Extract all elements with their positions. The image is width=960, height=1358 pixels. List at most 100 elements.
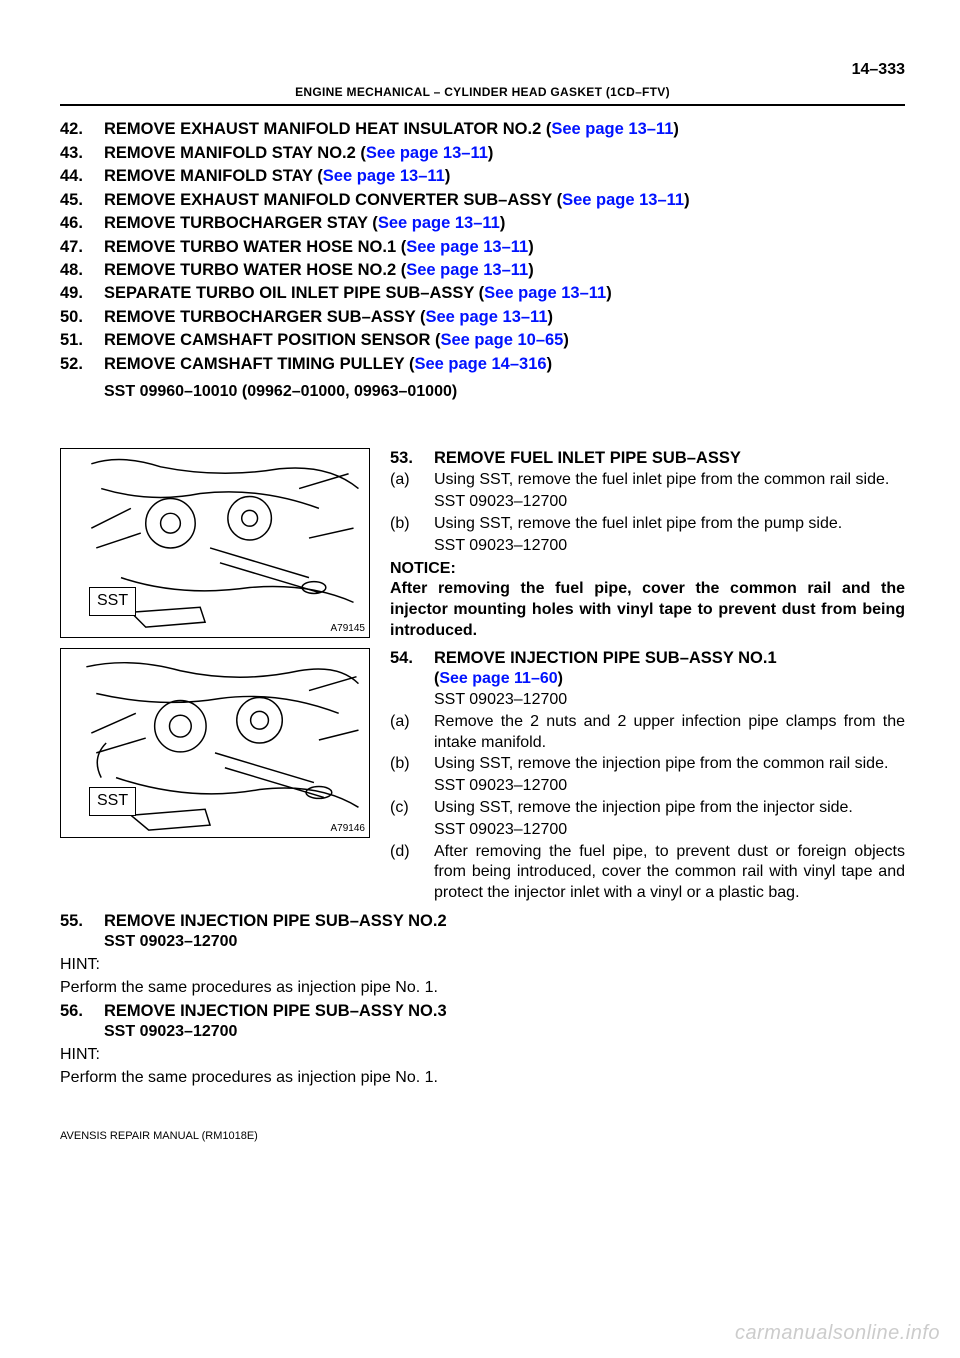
list-item: 47.REMOVE TURBO WATER HOSE NO.1 (See pag…	[60, 236, 905, 259]
substep-body: Using SST, remove the injection pipe fro…	[434, 798, 905, 819]
substep-label: (c)	[390, 798, 434, 819]
page-link[interactable]: See page 13–11	[484, 284, 606, 302]
sst-line: SST 09023–12700	[390, 492, 905, 513]
item-text: REMOVE TURBOCHARGER SUB–ASSY (See page 1…	[104, 307, 905, 328]
page-link[interactable]: See page 13–11	[551, 120, 673, 138]
footer-text: AVENSIS REPAIR MANUAL (RM1018E)	[60, 1129, 905, 1143]
procedure-title: REMOVE FUEL INLET PIPE SUB–ASSY	[434, 448, 905, 469]
item-number: 47.	[60, 237, 104, 258]
item-text: REMOVE TURBOCHARGER STAY (See page 13–11…	[104, 213, 905, 234]
procedure-heading: 54. REMOVE INJECTION PIPE SUB–ASSY NO.1	[390, 648, 905, 669]
notice-title: NOTICE:	[390, 559, 905, 580]
sst-line: SST 09023–12700	[60, 1022, 905, 1043]
item-text: REMOVE CAMSHAFT TIMING PULLEY (See page …	[104, 354, 905, 375]
procedure-number: 55.	[60, 911, 104, 932]
substep-label: (b)	[390, 754, 434, 775]
procedure-heading: 55. REMOVE INJECTION PIPE SUB–ASSY NO.2	[60, 911, 905, 932]
list-item: 46.REMOVE TURBOCHARGER STAY (See page 13…	[60, 212, 905, 235]
item-text: REMOVE TURBO WATER HOSE NO.1 (See page 1…	[104, 237, 905, 258]
header-divider	[60, 104, 905, 106]
substep-label: (d)	[390, 842, 434, 904]
substep-body: Using SST, remove the injection pipe fro…	[434, 754, 905, 775]
list-item: 42.REMOVE EXHAUST MANIFOLD HEAT INSULATO…	[60, 118, 905, 141]
item-text: SEPARATE TURBO OIL INLET PIPE SUB–ASSY (…	[104, 283, 905, 304]
procedure-substep: (b) Using SST, remove the injection pipe…	[390, 754, 905, 775]
list-item: 49.SEPARATE TURBO OIL INLET PIPE SUB–ASS…	[60, 282, 905, 305]
watermark: carmanualsonline.info	[735, 1320, 940, 1346]
list-item: 50.REMOVE TURBOCHARGER SUB–ASSY (See pag…	[60, 306, 905, 329]
page-link[interactable]: See page 13–11	[562, 191, 684, 209]
bottom-procedures: 55. REMOVE INJECTION PIPE SUB–ASSY NO.2 …	[60, 911, 905, 1089]
substep-label: (a)	[390, 712, 434, 754]
paren-close: )	[558, 670, 563, 687]
figure-2: SST A79146	[60, 648, 370, 838]
item-text: REMOVE TURBO WATER HOSE NO.2 (See page 1…	[104, 260, 905, 281]
list-item: 51.REMOVE CAMSHAFT POSITION SENSOR (See …	[60, 329, 905, 352]
sst-callout-label: SST	[89, 587, 136, 616]
procedure-title: REMOVE INJECTION PIPE SUB–ASSY NO.3	[104, 1001, 905, 1022]
header-title: ENGINE MECHANICAL – CYLINDER HEAD GASKET…	[60, 85, 905, 105]
figure-code: A79145	[331, 622, 365, 635]
item-text: REMOVE EXHAUST MANIFOLD CONVERTER SUB–AS…	[104, 190, 905, 211]
page-link[interactable]: See page 13–11	[323, 167, 445, 185]
notice-body: After removing the fuel pipe, cover the …	[390, 579, 905, 641]
top-procedure-list: 42.REMOVE EXHAUST MANIFOLD HEAT INSULATO…	[60, 118, 905, 376]
procedure-heading: 53. REMOVE FUEL INLET PIPE SUB–ASSY	[390, 448, 905, 469]
substep-body: Remove the 2 nuts and 2 upper infection …	[434, 712, 905, 754]
item-text: REMOVE MANIFOLD STAY NO.2 (See page 13–1…	[104, 143, 905, 164]
hint-text: Perform the same procedures as injection…	[60, 978, 905, 999]
item-text: REMOVE MANIFOLD STAY (See page 13–11)	[104, 166, 905, 187]
figure-1: SST A79145	[60, 448, 370, 638]
procedure-substep: (d) After removing the fuel pipe, to pre…	[390, 842, 905, 904]
figure-column: SST A79145 SS	[60, 448, 370, 905]
sst-line: SST 09023–12700	[60, 932, 905, 953]
substep-label: (b)	[390, 514, 434, 535]
sst-line: SST 09023–12700	[390, 536, 905, 557]
procedure-substep: (a) Using SST, remove the fuel inlet pip…	[390, 470, 905, 491]
list-item: 48.REMOVE TURBO WATER HOSE NO.2 (See pag…	[60, 259, 905, 282]
procedure-substep: (a) Remove the 2 nuts and 2 upper infect…	[390, 712, 905, 754]
item-text: REMOVE EXHAUST MANIFOLD HEAT INSULATOR N…	[104, 119, 905, 140]
page-link[interactable]: See page 13–11	[406, 238, 528, 256]
procedure-substep: (b) Using SST, remove the fuel inlet pip…	[390, 514, 905, 535]
item-number: 50.	[60, 307, 104, 328]
page-link[interactable]: See page 13–11	[406, 261, 528, 279]
item-number: 51.	[60, 330, 104, 351]
sst-callout-label: SST	[89, 787, 136, 816]
list-item: 52.REMOVE CAMSHAFT TIMING PULLEY (See pa…	[60, 353, 905, 376]
page-link[interactable]: See page 11–60	[439, 670, 557, 687]
item-number: 44.	[60, 166, 104, 187]
item-number: 43.	[60, 143, 104, 164]
page-link[interactable]: See page 14–316	[414, 355, 546, 373]
procedure-text-column: 53. REMOVE FUEL INLET PIPE SUB–ASSY (a) …	[390, 448, 905, 905]
sst-line: SST 09023–12700	[390, 690, 905, 711]
procedure-title: REMOVE INJECTION PIPE SUB–ASSY NO.1	[434, 648, 905, 669]
page-link[interactable]: See page 13–11	[366, 144, 488, 162]
item-number: 42.	[60, 119, 104, 140]
list-item: 45.REMOVE EXHAUST MANIFOLD CONVERTER SUB…	[60, 189, 905, 212]
substep-body: After removing the fuel pipe, to prevent…	[434, 842, 905, 904]
sst-line: SST 09960–10010 (09962–01000, 09963–0100…	[60, 382, 905, 403]
list-item: 44.REMOVE MANIFOLD STAY (See page 13–11)	[60, 165, 905, 188]
page-link[interactable]: See page 13–11	[378, 214, 500, 232]
item-text: REMOVE CAMSHAFT POSITION SENSOR (See pag…	[104, 330, 905, 351]
page-link[interactable]: See page 13–11	[425, 308, 547, 326]
procedure-substep: (c) Using SST, remove the injection pipe…	[390, 798, 905, 819]
item-number: 49.	[60, 283, 104, 304]
figure-code: A79146	[331, 822, 365, 835]
procedure-number: 54.	[390, 648, 434, 669]
procedure-title: REMOVE INJECTION PIPE SUB–ASSY NO.2	[104, 911, 905, 932]
procedure-number: 56.	[60, 1001, 104, 1022]
page-number: 14–333	[60, 60, 905, 81]
hint-label: HINT:	[60, 955, 905, 976]
item-number: 45.	[60, 190, 104, 211]
item-number: 46.	[60, 213, 104, 234]
substep-body: Using SST, remove the fuel inlet pipe fr…	[434, 470, 905, 491]
list-item: 43.REMOVE MANIFOLD STAY NO.2 (See page 1…	[60, 142, 905, 165]
procedure-link-line: (See page 11–60)	[390, 669, 905, 690]
hint-label: HINT:	[60, 1045, 905, 1066]
procedure-number: 53.	[390, 448, 434, 469]
sst-line: SST 09023–12700	[390, 820, 905, 841]
page-link[interactable]: See page 10–65	[440, 331, 563, 349]
item-number: 52.	[60, 354, 104, 375]
